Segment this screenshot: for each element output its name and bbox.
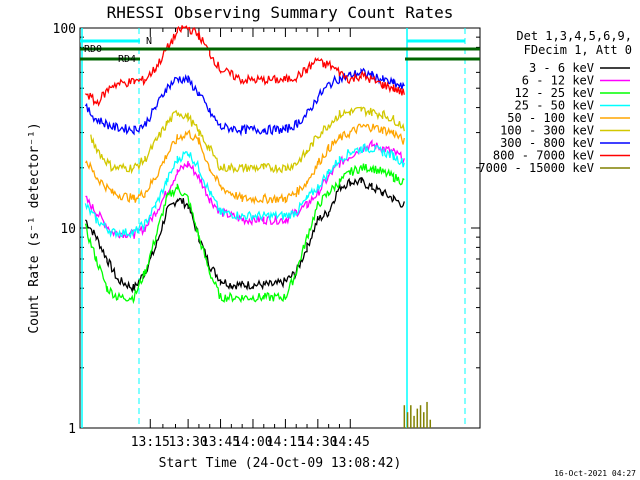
y-tick-label: 100 — [53, 22, 76, 37]
legend-label: 6 - 12 keV — [522, 74, 594, 88]
x-axis-label: Start Time (24-Oct-09 13:08:42) — [159, 456, 402, 471]
annotations: RD0 RD4 N — [80, 36, 480, 65]
plot-frame — [79, 27, 481, 429]
series-line-3 — [84, 143, 405, 239]
vertical-markers — [81, 28, 466, 428]
x-tick-label: 13:30 — [169, 435, 208, 450]
series-line-6 — [84, 67, 405, 137]
legend-label: 3 - 6 keV — [529, 61, 594, 75]
data-series — [84, 25, 432, 428]
series-line-7 — [84, 25, 405, 107]
legend-label: 12 - 25 keV — [515, 86, 594, 100]
series-line-1 — [85, 139, 405, 239]
legend-label: 25 - 50 keV — [515, 99, 594, 113]
legend-label: 300 - 800 keV — [500, 136, 594, 150]
series-line-5 — [90, 106, 405, 175]
n-label: N — [146, 36, 152, 47]
x-tick-label: 14:00 — [233, 435, 272, 450]
y-tick-label: 10 — [60, 222, 76, 237]
x-tick-label: 14:30 — [298, 435, 337, 450]
legend-header-2: FDecim 1, Att 0 — [524, 43, 632, 57]
rd0-label: RD0 — [84, 44, 102, 55]
y-axis-label: Count Rate (s⁻¹ detector⁻¹) — [27, 122, 42, 333]
legend-header-1: Det 1,3,4,5,6,9, — [516, 29, 632, 43]
x-tick-label: 13:45 — [201, 435, 240, 450]
footer-timestamp: 16-Oct-2021 04:27 — [554, 469, 636, 478]
legend-label: 100 - 300 keV — [500, 124, 594, 138]
x-tick-label: 13:15 — [131, 435, 170, 450]
series-line-2 — [84, 163, 405, 305]
rd4-label: RD4 — [118, 54, 136, 65]
x-tick-label: 14:45 — [331, 435, 370, 450]
legend-label: 50 - 100 keV — [507, 111, 594, 125]
chart-title: RHESSI Observing Summary Count Rates — [107, 3, 454, 22]
series-line-4 — [84, 123, 405, 206]
legend-label: 800 - 7000 keV — [493, 149, 594, 163]
x-tick-label: 14:15 — [266, 435, 305, 450]
legend-label: 7000 - 15000 keV — [478, 161, 594, 175]
y-tick-label: 1 — [68, 422, 76, 437]
